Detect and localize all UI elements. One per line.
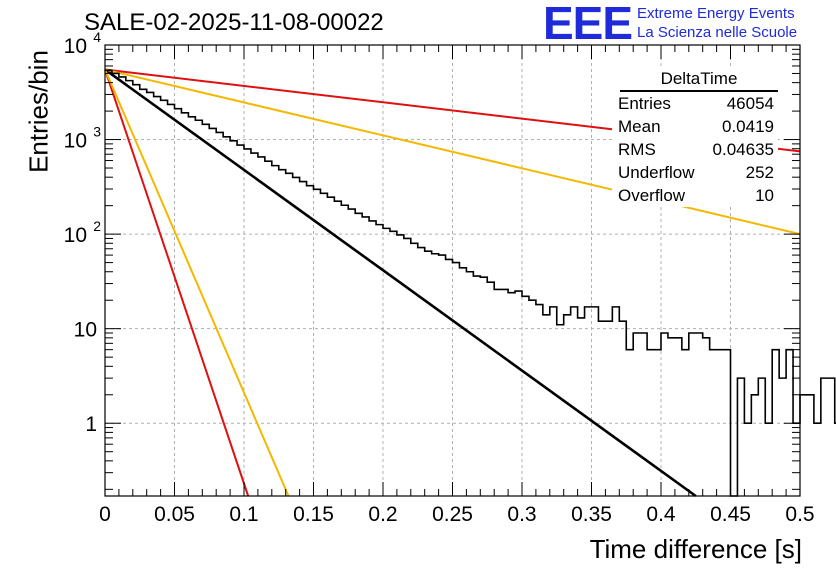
y-tick-exponent: 4 xyxy=(93,29,101,45)
x-tick-label: 0 xyxy=(99,503,111,526)
histogram-steps xyxy=(105,69,836,497)
stats-label: RMS xyxy=(618,140,656,159)
x-tick-label: 0.25 xyxy=(432,503,473,526)
stats-value: 46054 xyxy=(726,94,774,113)
stats-box: DeltaTime Entries 46054 Mean 0.0419 RMS … xyxy=(612,68,778,207)
y-tick-label: 1 xyxy=(85,413,97,436)
fit-line-red-fast xyxy=(104,69,250,497)
stats-value: 0.04635 xyxy=(712,140,774,159)
stats-value: 0.0419 xyxy=(722,117,774,136)
grid-lines xyxy=(105,45,800,496)
x-tick-label: 0.05 xyxy=(154,503,195,526)
histogram-title: SALE-02-2025-11-08-00022 xyxy=(84,9,384,36)
x-tick-label: 0.45 xyxy=(710,503,751,526)
x-tick-label: 0.15 xyxy=(293,503,334,526)
histogram-series xyxy=(105,69,836,497)
y-axis-label: Entries/bin xyxy=(23,50,54,173)
fit-line-orange-fast xyxy=(104,69,290,497)
stats-row: Overflow 10 xyxy=(612,184,778,207)
x-tick-label: 0.5 xyxy=(785,503,814,526)
x-tick-label: 0.1 xyxy=(229,503,258,526)
logo-line-2: La Scienza nelle Scuole xyxy=(637,24,798,41)
stats-value: 252 xyxy=(745,163,774,182)
eee-logo: EEE xyxy=(543,0,633,49)
x-tick-label: 0.4 xyxy=(646,503,676,526)
x-axis-label: Time difference [s] xyxy=(589,534,802,564)
logo-line-1: Extreme Energy Events xyxy=(637,5,795,22)
y-tick-label: 10 xyxy=(64,224,87,247)
axes: 0 0.05 0.1 0.15 0.2 0.25 0.3 0.35 0.4 0.45 0.5 1 10 1… xyxy=(64,29,815,526)
y-tick-label: 10 xyxy=(64,35,87,58)
stats-label: Overflow xyxy=(618,186,686,205)
stats-label: Entries xyxy=(618,94,671,113)
stats-row: RMS 0.04635 xyxy=(612,138,778,161)
stats-title: DeltaTime xyxy=(620,68,778,92)
stats-row: Entries 46054 xyxy=(612,92,778,115)
x-tick-label: 0.35 xyxy=(571,503,612,526)
fit-line-fit xyxy=(104,68,697,498)
y-tick-exponent: 2 xyxy=(93,218,101,234)
y-tick-exponent: 3 xyxy=(93,124,101,140)
stats-row: Mean 0.0419 xyxy=(612,115,778,138)
stats-row: Underflow 252 xyxy=(612,161,778,184)
stats-label: Mean xyxy=(618,117,661,136)
y-tick-label: 10 xyxy=(64,130,87,153)
stats-label: Underflow xyxy=(618,163,695,182)
x-tick-label: 0.2 xyxy=(368,503,397,526)
y-tick-label: 10 xyxy=(74,319,97,342)
x-tick-label: 0.3 xyxy=(507,503,536,526)
stats-value: 10 xyxy=(755,186,774,205)
